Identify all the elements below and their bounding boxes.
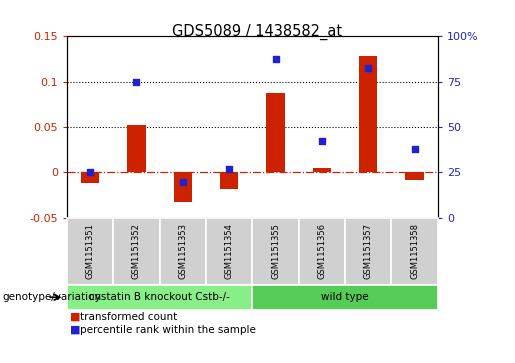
Point xyxy=(318,138,326,143)
Text: wild type: wild type xyxy=(321,292,369,302)
Text: ■: ■ xyxy=(70,312,80,322)
Bar xyxy=(313,168,331,172)
Text: percentile rank within the sample: percentile rank within the sample xyxy=(80,325,256,335)
Text: GSM1151353: GSM1151353 xyxy=(178,223,187,280)
Text: GSM1151356: GSM1151356 xyxy=(317,223,327,280)
Point xyxy=(271,56,280,62)
Point xyxy=(410,146,419,152)
Text: GSM1151354: GSM1151354 xyxy=(225,224,234,279)
Point xyxy=(225,166,233,172)
Bar xyxy=(266,93,285,172)
Point xyxy=(179,179,187,184)
Point xyxy=(364,65,372,71)
Text: transformed count: transformed count xyxy=(80,312,177,322)
Text: ■: ■ xyxy=(70,325,80,335)
Point xyxy=(132,79,141,85)
Bar xyxy=(405,172,424,180)
Text: GSM1151351: GSM1151351 xyxy=(85,224,95,279)
Bar xyxy=(359,56,377,172)
Bar xyxy=(220,172,238,189)
Text: cystatin B knockout Cstb-/-: cystatin B knockout Cstb-/- xyxy=(89,292,230,302)
Bar xyxy=(81,172,99,183)
Text: GSM1151357: GSM1151357 xyxy=(364,223,373,280)
Text: GSM1151358: GSM1151358 xyxy=(410,223,419,280)
Text: GDS5089 / 1438582_at: GDS5089 / 1438582_at xyxy=(173,24,342,40)
Text: GSM1151352: GSM1151352 xyxy=(132,224,141,279)
Text: GSM1151355: GSM1151355 xyxy=(271,224,280,279)
Text: genotype/variation: genotype/variation xyxy=(3,292,101,302)
Bar xyxy=(127,125,146,172)
Point xyxy=(86,170,94,175)
Bar xyxy=(174,172,192,202)
